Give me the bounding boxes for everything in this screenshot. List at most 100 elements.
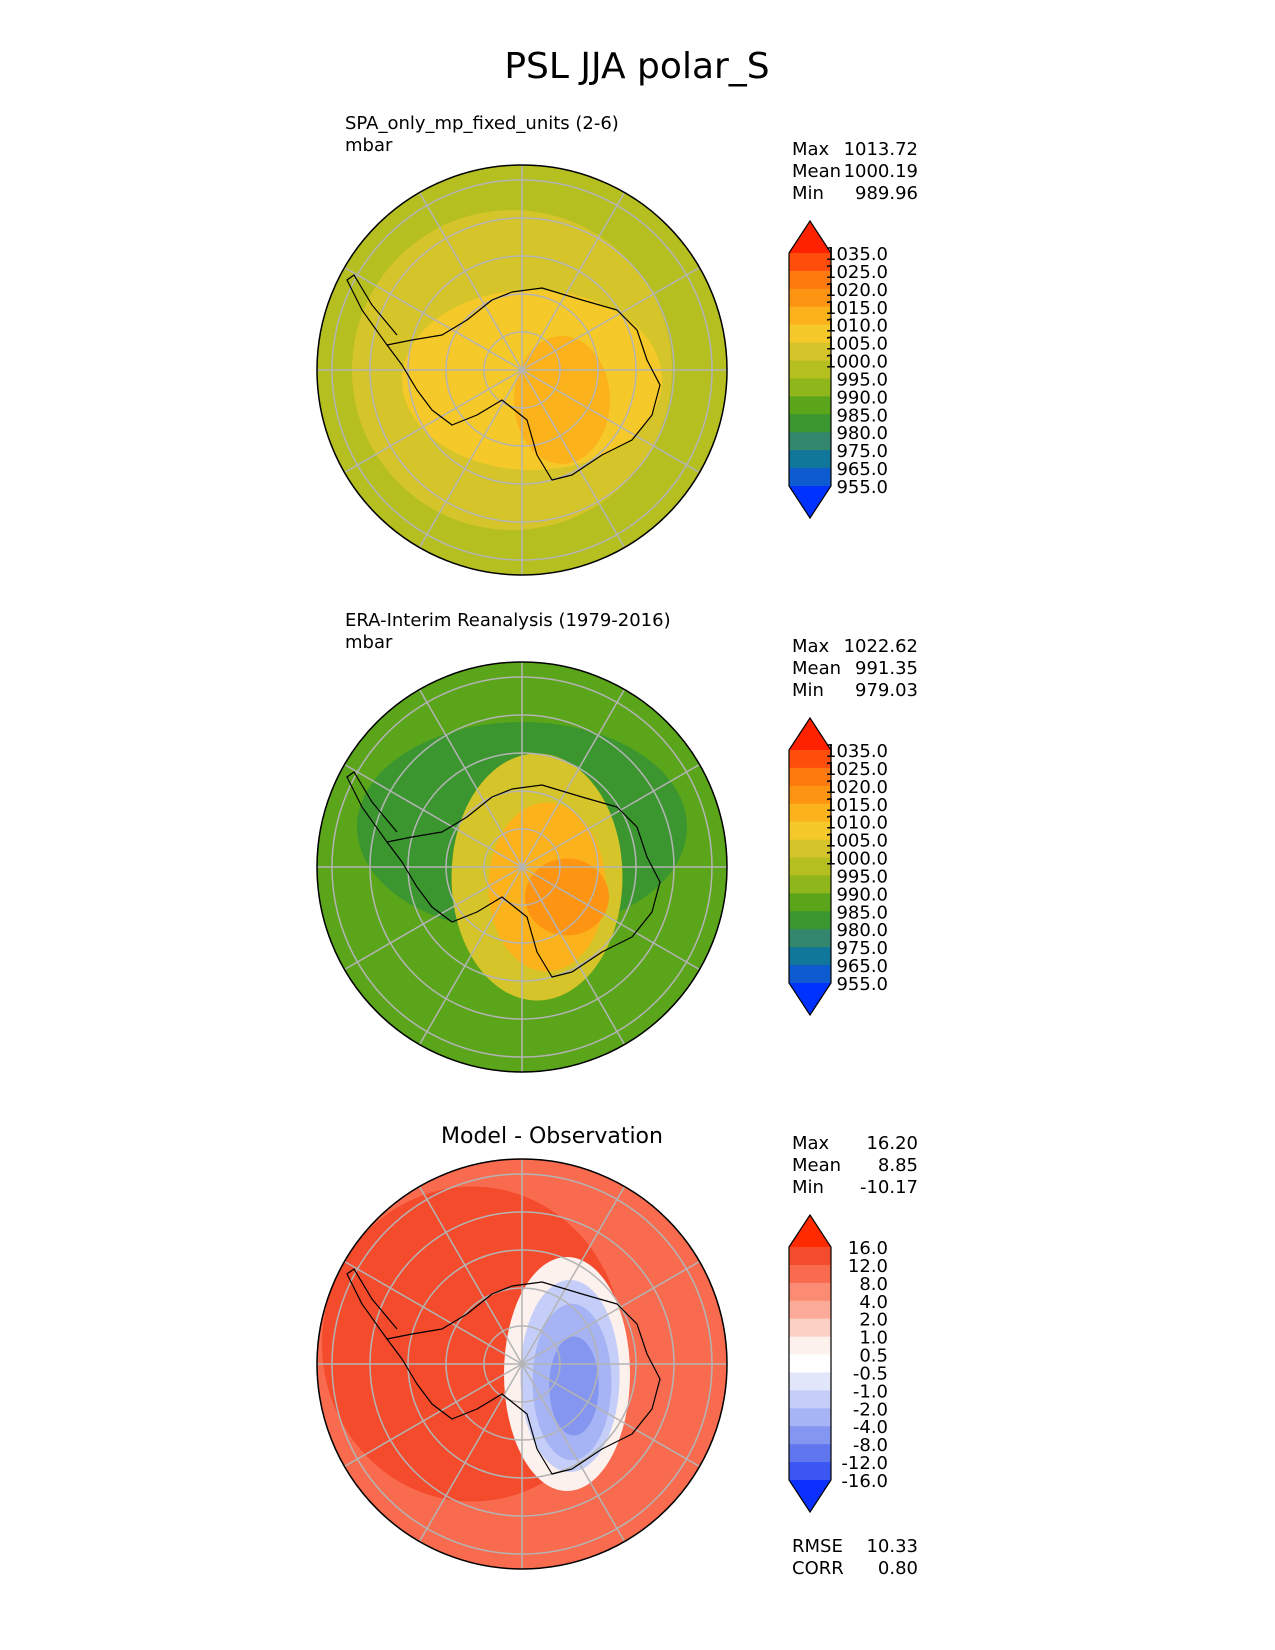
colorbar-tick-label: 985.0 [836,902,888,923]
panel-title: SPA_only_mp_fixed_units (2-6) [345,113,619,134]
longitude-gridline [521,1186,626,1365]
colorbar-tick-label: 1005.0 [825,831,888,852]
colorbar-extend-max [789,718,831,750]
colorbar-segment [789,414,831,433]
colorbar-tick-label: -8.0 [853,1435,888,1456]
longitude-gridline [344,866,523,971]
colorbar-segment [789,1264,831,1284]
colorbar-segment [789,1462,831,1481]
colorbar-segment [789,288,831,308]
colorbar-tick-label: 8.0 [859,1274,888,1295]
colorbar-segment [789,306,831,326]
colorbar-tick-label: 1015.0 [825,795,888,816]
metric-value: 10.33 [866,1536,918,1557]
colorbar-segment [789,324,831,344]
colorbar-tick-label: 1035.0 [825,741,888,762]
colorbar-tick-label: 975.0 [836,441,888,462]
panel-observation: ERA-Interim Reanalysis (1979-2016) mbar … [316,610,918,1073]
polar-map [316,661,728,1073]
colorbar-segment [789,803,831,823]
longitude-gridline [521,866,700,971]
colorbar-tick-label: -16.0 [841,1471,888,1492]
colorbar-tick-label: 975.0 [836,938,888,959]
stat-value: 1000.19 [844,161,918,182]
colorbar-tick-label: 1010.0 [825,316,888,337]
longitude-gridline [521,689,626,868]
colorbar-segment [789,821,831,841]
stat-value: 1013.72 [844,139,918,160]
colorbar-segment [789,1336,831,1356]
stat-label: Max [792,636,830,657]
colorbar-tick-label: 990.0 [836,884,888,905]
longitude-gridline [521,1363,626,1542]
colorbar-tick-label: 1000.0 [825,352,888,373]
stat-label: Min [792,680,824,701]
longitude-gridline [418,866,523,1045]
colorbar-tick-label: 995.0 [836,369,888,390]
coastline-peninsula [346,771,398,843]
map-border [316,1158,728,1570]
stat-label: Max [792,1133,830,1154]
longitude-gridline [521,866,626,1045]
colorbar-tick-label: 1.0 [859,1328,888,1349]
longitude-gridline [521,1260,700,1365]
longitude-gridline [418,192,523,371]
field-contour [514,336,610,464]
coastline [386,287,661,481]
colorbar-tick-label: -4.0 [853,1417,888,1438]
colorbar-segment [789,270,831,290]
panel-units: mbar [345,135,393,156]
colorbar-tick-label: 990.0 [836,387,888,408]
colorbar-tick-label: 1005.0 [825,334,888,355]
stats-block: Max 16.20 Mean 8.85 Min -10.17 [792,1133,918,1198]
colorbar-segment [789,253,831,272]
stat-label: Min [792,1177,824,1198]
coastline-peninsula [346,1268,398,1340]
colorbar-segment [789,1282,831,1302]
colorbar-segment [789,785,831,805]
stat-label: Min [792,183,824,204]
colorbar-tick-label: 980.0 [836,920,888,941]
metric-value: 0.80 [878,1558,918,1579]
longitude-gridline [418,1363,523,1542]
colorbar-segment [789,378,831,397]
longitude-gridline [344,1260,523,1365]
longitude-gridline [521,369,626,548]
longitude-gridline [344,266,523,371]
colorbar-segment [789,911,831,930]
map-border [316,164,728,576]
colorbar-segment [789,432,831,451]
colorbar-tick-label: -2.0 [853,1399,888,1420]
longitude-gridline [344,1363,523,1468]
map-border [316,661,728,1073]
colorbar: 1035.01025.01020.01015.01010.01005.01000… [788,716,888,1017]
colorbar-segment [789,342,831,362]
stat-label: Mean [792,1155,841,1176]
colorbar-tick-label: 1015.0 [825,298,888,319]
colorbar-tick-label: -0.5 [853,1363,888,1384]
longitude-gridline [344,763,523,868]
coastline [386,784,661,978]
colorbar-segment [789,360,831,379]
colorbar-tick-label: 965.0 [836,956,888,977]
colorbar-segment [789,1408,831,1427]
panel-difference: Model - Observation Max 16.20 Mean 8.85 Min -… [316,1124,918,1579]
colorbar-tick-label: 1000.0 [825,849,888,870]
longitude-gridline [521,1363,700,1468]
colorbar-segment [789,1426,831,1445]
colorbar-segment [789,947,831,966]
colorbar-tick-label: 1035.0 [825,244,888,265]
colorbar-segment [789,1318,831,1338]
stat-value: 979.03 [855,680,918,701]
colorbar-tick-label: 1020.0 [825,777,888,798]
polar-map [316,1158,728,1570]
colorbar-segment [789,468,831,487]
colorbar-segment [789,1372,831,1391]
colorbar-tick-label: 4.0 [859,1292,888,1313]
colorbar-tick-label: 965.0 [836,459,888,480]
colorbar-outline [788,716,832,1017]
colorbar-segment [789,1354,831,1373]
stat-value: 1022.62 [844,636,918,657]
